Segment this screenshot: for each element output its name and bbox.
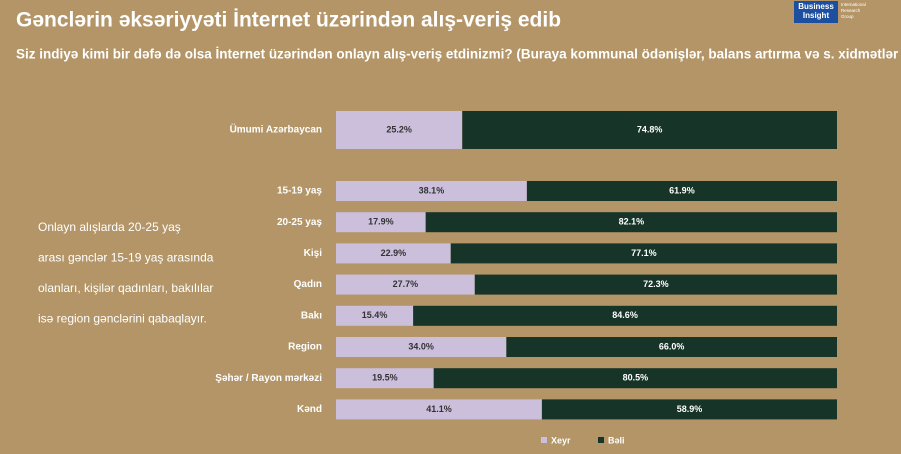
bar-segment xyxy=(506,337,837,357)
value-label: 66.0% xyxy=(659,341,685,351)
logo-text: Business xyxy=(798,2,834,11)
logo-small: Research xyxy=(841,8,861,13)
logo-small: International xyxy=(841,2,866,7)
value-label: 15.4% xyxy=(362,310,388,320)
category-label: 15-19 yaş xyxy=(277,186,322,197)
value-label: 38.1% xyxy=(419,185,445,195)
annotation: Onlayn alışlarda 20-25 yaş xyxy=(38,220,181,234)
bar-segment xyxy=(336,368,434,389)
category-label: Qadın xyxy=(294,279,322,290)
legend-label: Xeyr xyxy=(551,435,571,445)
bar-segment xyxy=(433,368,837,389)
bar-segment xyxy=(336,274,475,295)
bar-segment xyxy=(541,399,837,420)
bar-segment xyxy=(450,243,837,264)
category-label: Kişi xyxy=(304,248,323,259)
value-label: 80.5% xyxy=(623,373,649,383)
category-label: Ümumi Azərbaycan xyxy=(230,123,322,136)
bar-segment xyxy=(462,111,837,149)
bar-segment xyxy=(336,243,451,264)
value-label: 74.8% xyxy=(637,124,663,134)
bar-segment xyxy=(336,111,463,149)
bar-segment xyxy=(336,305,414,326)
annotation: arası gənclər 15-19 yaş arasında xyxy=(38,251,214,265)
value-label: 84.6% xyxy=(612,310,638,320)
bar-segment xyxy=(413,305,837,326)
bar-segment xyxy=(336,181,527,201)
value-label: 19.5% xyxy=(372,373,398,383)
value-label: 61.9% xyxy=(669,185,695,195)
category-label: 20-25 yaş xyxy=(277,217,322,228)
bar-segment xyxy=(336,212,426,233)
category-label: Bakı xyxy=(301,310,322,321)
value-label: 72.3% xyxy=(643,279,669,289)
category-label: Şəhər / Rayon mərkəzi xyxy=(215,373,322,384)
bar-segment xyxy=(336,399,542,420)
category-label: Kənd xyxy=(297,404,322,415)
bar-segment xyxy=(336,337,507,357)
logo-box xyxy=(794,1,838,23)
value-label: 27.7% xyxy=(393,279,419,289)
value-label: 34.0% xyxy=(408,341,434,351)
annotation: isə region gənclərini qabaqlayır. xyxy=(38,312,207,326)
value-label: 41.1% xyxy=(426,404,452,414)
bar-segment xyxy=(425,212,837,233)
value-label: 82.1% xyxy=(619,217,645,227)
logo-text: Insight xyxy=(803,11,830,20)
value-label: 22.9% xyxy=(381,248,407,258)
legend-swatch xyxy=(541,437,547,443)
chart-title: Gənclərin əksəriyyəti İnternet üzərindən… xyxy=(16,9,561,32)
value-label: 58.9% xyxy=(677,404,703,414)
legend-swatch xyxy=(598,437,604,443)
bar-segment xyxy=(474,274,837,295)
bar-segment xyxy=(526,181,837,201)
logo-small: Group xyxy=(841,14,854,19)
category-label: Region xyxy=(288,342,322,353)
value-label: 77.1% xyxy=(631,248,657,258)
annotation: olanları, kişilər qadınları, bakılılar xyxy=(38,281,213,295)
value-label: 25.2% xyxy=(386,124,412,134)
chart-subtitle: Siz indiyə kimi bir dəfə də olsa İnterne… xyxy=(16,47,901,62)
value-label: 17.9% xyxy=(368,217,394,227)
legend-label: Bəli xyxy=(608,435,625,445)
